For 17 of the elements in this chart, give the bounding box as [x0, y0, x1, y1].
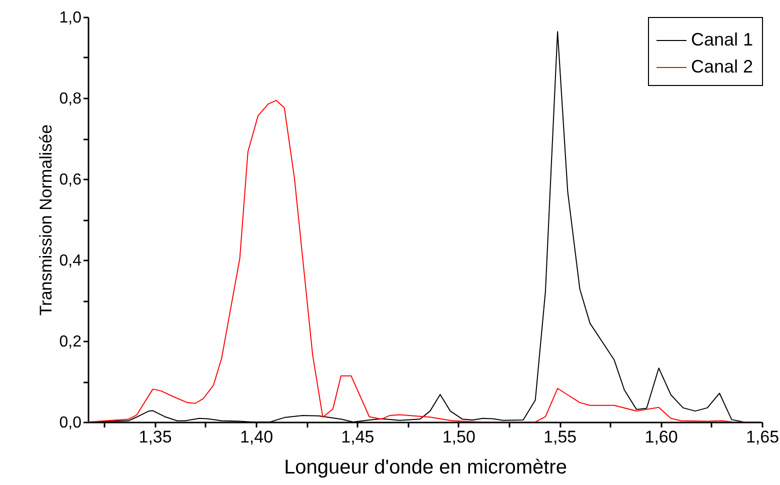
y-tick-label: 0,6: [59, 172, 82, 188]
y-tick-label: 0,0: [59, 414, 82, 432]
x-tick-label: 1,40: [240, 428, 274, 446]
y-tick-label: 1,0: [59, 10, 82, 26]
x-tick-label: 1,35: [138, 428, 172, 446]
x-axis-title: Longueur d'onde en micromètre: [284, 456, 567, 478]
x-tick-label: 1,50: [442, 428, 476, 446]
y-axis-title: Transmission Normalisée: [36, 124, 56, 316]
y-tick-label: 0,8: [59, 90, 82, 108]
x-tick-label: 1,45: [341, 428, 374, 446]
y-tick-label: 0,4: [59, 252, 82, 270]
x-tick-label: 1,60: [644, 428, 678, 446]
x-tick-label: 1,65: [746, 428, 780, 446]
y-tick-label: 0,2: [59, 334, 82, 350]
legend-label: Canal 1: [691, 30, 754, 50]
x-tick-label: 1,55: [544, 428, 577, 446]
legend-label: Canal 2: [691, 56, 754, 76]
